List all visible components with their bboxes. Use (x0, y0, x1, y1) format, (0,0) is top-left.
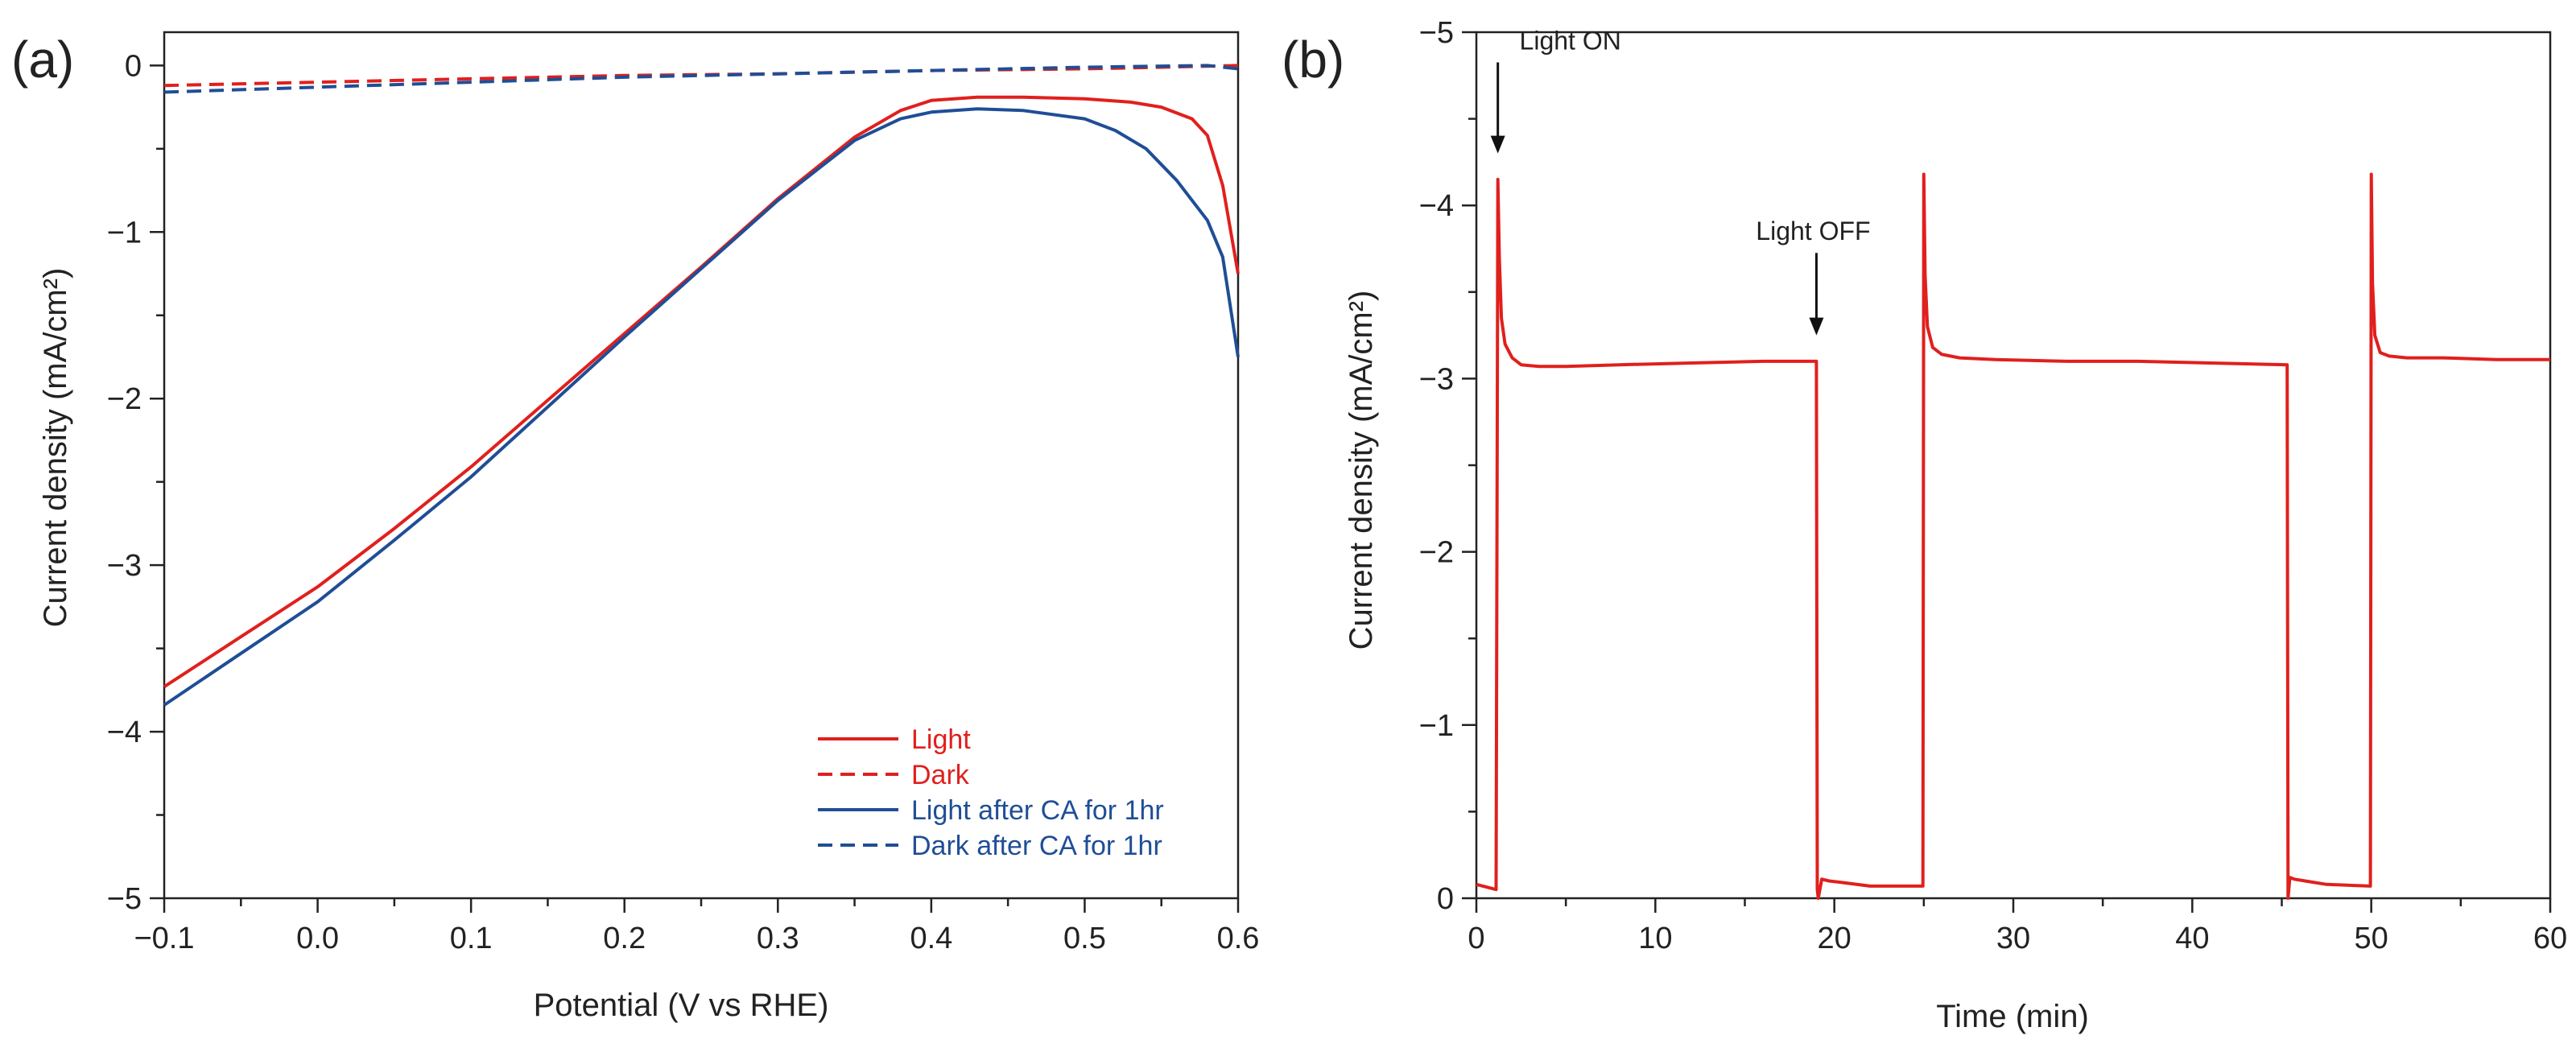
panel-b-x-tick-label: 20 (1818, 922, 1852, 955)
panel-b-label: (b) (1282, 31, 1344, 89)
panel-a-series-dark-after-ca-for-1hr (163, 64, 1239, 94)
panel-a-x-ticks: −0.1 0.0 0.1 0.2 0.3 0.4 0.5 0.6 (134, 898, 1259, 955)
panel-b-x-tick-label: 40 (2175, 922, 2209, 955)
panel-a-series-light-after-ca-for-1hr (163, 107, 1240, 707)
legend-label-2: Dark (911, 760, 970, 790)
panel-b: (b) 0 10 20 30 40 50 60 0 −1 −2 −3 −4 −5 Time (min)… (1282, 16, 2567, 1034)
panel-b-x-axis-title: Time (min) (1936, 999, 2089, 1034)
panel-a-x-tick-label: 0.5 (1063, 922, 1106, 955)
panel-a-x-tick-label: −0.1 (134, 922, 194, 955)
panel-b-x-tick-label: 60 (2533, 922, 2567, 955)
legend-label-3: Light after CA for 1hr (911, 795, 1164, 826)
panel-a-x-tick-label: 0.6 (1217, 922, 1260, 955)
panel-a-legend: Light Dark Light after CA for 1hr Dark afte… (818, 724, 1164, 861)
panel-b-annotation-arrow-head (1490, 135, 1505, 154)
panel-a-plot (163, 31, 1240, 900)
panel-b-x-ticks: 0 10 20 30 40 50 60 (1468, 898, 2567, 955)
panel-a-y-tick-label: −5 (107, 882, 142, 916)
panel-b-y-axis-title: Current density (mA/cm²) (1344, 291, 1379, 650)
panel-a-y-tick-label: −1 (107, 216, 142, 250)
panel-a-y-tick-label: −2 (107, 382, 142, 416)
panel-b-plot-frame (1475, 31, 2552, 900)
panel-a-y-tick-label: −4 (107, 716, 142, 749)
panel-b-y-tick-label: −2 (1419, 536, 1454, 570)
panel-a-y-tick-label: 0 (125, 49, 142, 83)
panel-a-x-tick-label: 0.2 (603, 922, 646, 955)
panel-b-y-tick-label: −4 (1419, 189, 1454, 223)
panel-a-label: (a) (11, 31, 74, 89)
panel-b-y-tick-label: −1 (1419, 709, 1454, 743)
panel-b-annotation-light-off: Light OFF (1756, 217, 1870, 245)
panel-b-x-tick-label: 30 (1996, 922, 2030, 955)
panel-b-annotation-light-on: Light ON (1520, 27, 1621, 56)
panel-a-y-ticks: 0 −1 −2 −3 −4 −5 (107, 49, 164, 916)
panel-b-y-tick-label: −5 (1419, 16, 1454, 50)
panel-a-series-light (163, 95, 1240, 688)
panel-b-x-tick-label: 10 (1638, 922, 1672, 955)
panel-a-y-tick-label: −3 (107, 549, 142, 583)
panel-b-annotation-arrow-head (1809, 317, 1824, 336)
panel-a-x-tick-label: 0.4 (910, 922, 952, 955)
panel-b-x-tick-label: 0 (1468, 922, 1484, 955)
panel-a-x-axis-title: Potential (V vs RHE) (534, 988, 829, 1023)
panel-a: (a) −0.1 0.0 0.1 0.2 0.3 0.4 0.5 0.6 0 −1 −2 −3 −4 −… (11, 31, 1259, 1023)
panel-a-x-tick-label: 0.3 (757, 922, 799, 955)
panel-b-x-tick-label: 50 (2355, 922, 2388, 955)
panel-b-annotations: Light ON Light OFF (1490, 27, 1871, 336)
panel-b-y-tick-label: 0 (1437, 882, 1454, 916)
legend-label-4: Dark after CA for 1hr (911, 831, 1162, 861)
panel-b-series-series-1 (1476, 172, 2550, 900)
panel-a-plot-frame (163, 31, 1240, 900)
legend-label-1: Light (911, 724, 971, 755)
panel-b-y-tick-label: −3 (1419, 362, 1454, 396)
panel-a-y-axis-title: Current density (mA/cm²) (38, 268, 73, 628)
panel-b-y-ticks: 0 −1 −2 −3 −4 −5 (1419, 16, 1476, 916)
panel-b-plot (1475, 31, 2552, 900)
panel-a-x-tick-label: 0.0 (296, 922, 339, 955)
panel-a-x-tick-label: 0.1 (450, 922, 493, 955)
